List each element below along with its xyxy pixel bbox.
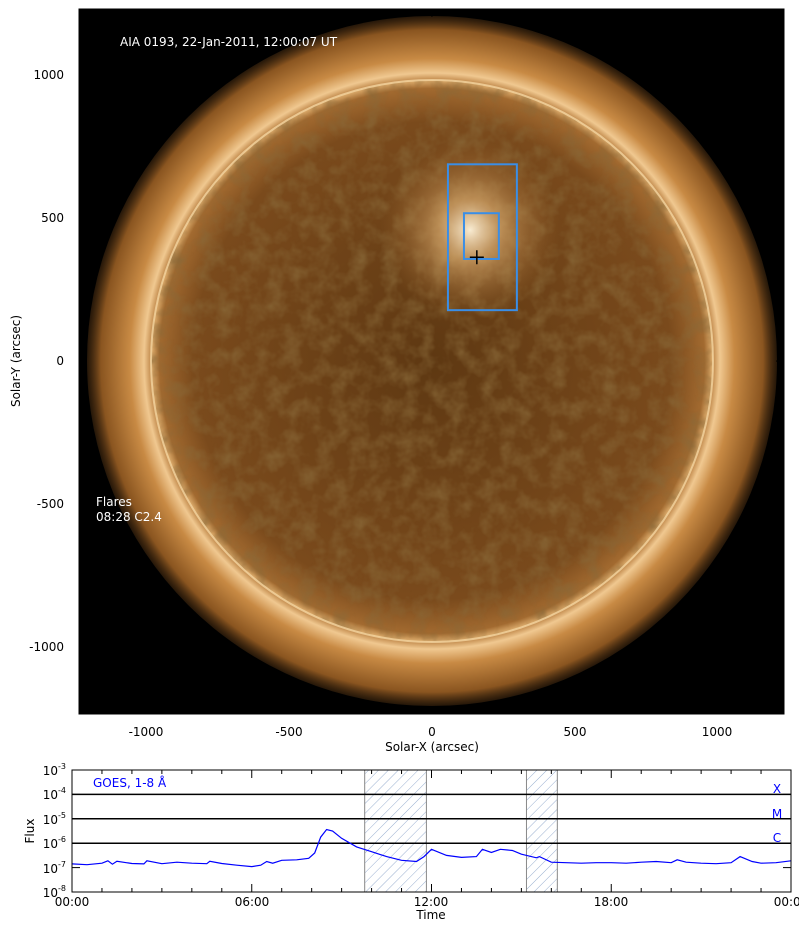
- shaded-interval: [364, 770, 427, 892]
- y-tick-label: 0: [56, 354, 64, 368]
- class-label-c: C: [773, 831, 781, 845]
- goes-shaded-intervals: [364, 769, 558, 893]
- goes-y-axis-label: Flux: [23, 819, 37, 844]
- y-tick-label: 10-4: [43, 786, 66, 802]
- class-label-m: M: [772, 807, 782, 821]
- active-region: [380, 140, 560, 320]
- x-tick-label: 500: [564, 725, 587, 739]
- aia-image: [79, 9, 784, 714]
- x-axis-label: Solar-X (arcsec): [385, 740, 479, 754]
- inner-region-box: [462, 212, 500, 260]
- y-tick-label: 10-3: [43, 762, 66, 778]
- x-tick-label: 0: [428, 725, 436, 739]
- shaded-interval: [526, 770, 558, 892]
- y-tick-label: -500: [37, 497, 64, 511]
- x-tick-label: 06:00: [235, 895, 270, 909]
- x-tick-label: -1000: [129, 725, 164, 739]
- x-tick-label: 1000: [702, 725, 733, 739]
- goes-x-axis-label: Time: [415, 908, 445, 922]
- flare-entry: 08:28 C2.4: [96, 510, 162, 524]
- x-tick-label: 00:00: [774, 895, 799, 909]
- y-tick-label: 1000: [33, 68, 64, 82]
- image-title: AIA 0193, 22-Jan-2011, 12:00:07 UT: [120, 35, 338, 49]
- goes-legend-label: GOES, 1-8 Å: [93, 775, 167, 790]
- goes-ticks: [71, 769, 792, 893]
- x-tick-label: 12:00: [414, 895, 449, 909]
- goes-x-tick-labels: 00:00 06:00 12:00 18:00 00:00: [55, 895, 799, 909]
- goes-flux-line: [72, 828, 791, 868]
- y-tick-label: 10-6: [43, 835, 66, 851]
- x-tick-label: -500: [275, 725, 302, 739]
- flares-title: Flares: [96, 495, 132, 509]
- y-tick-label: 10-7: [43, 860, 66, 876]
- y-tick-label: 500: [41, 211, 64, 225]
- class-label-x: X: [773, 782, 781, 796]
- image-ticks: [79, 9, 784, 714]
- flare-location-cross-icon: [469, 250, 484, 265]
- y-tick-label: -1000: [29, 640, 64, 654]
- y-axis-label: Solar-Y (arcsec): [9, 315, 23, 407]
- goes-axes-frame: [71, 769, 792, 893]
- outer-region-box: [446, 163, 518, 312]
- image-y-tick-labels: 1000 500 0 -500 -1000: [29, 68, 64, 654]
- x-tick-label: 18:00: [594, 895, 629, 909]
- x-tick-label: 00:00: [55, 895, 90, 909]
- image-x-tick-labels: -1000 -500 0 500 1000: [129, 725, 733, 739]
- y-tick-label: 10-5: [43, 811, 66, 827]
- goes-class-lines: [72, 793, 791, 844]
- goes-y-tick-labels: 10-3 10-4 10-5 10-6 10-7 10-8: [43, 762, 66, 900]
